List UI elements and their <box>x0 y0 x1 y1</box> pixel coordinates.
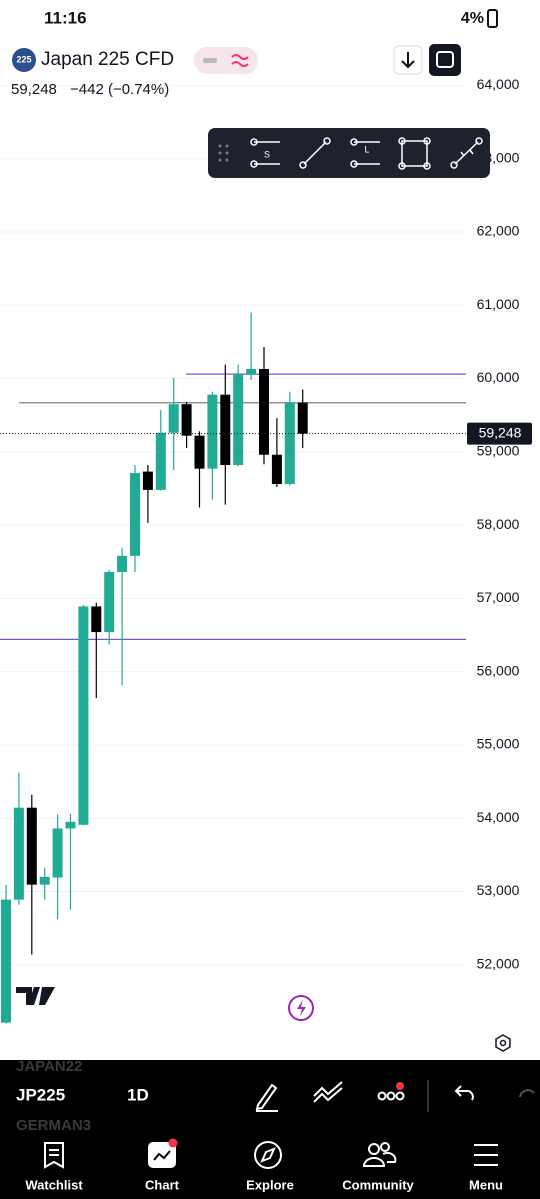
candle-body <box>91 606 102 633</box>
flash-icon <box>297 1000 306 1016</box>
tool-icons[interactable] <box>250 137 483 170</box>
tool-label: S <box>264 149 270 159</box>
candle-body <box>13 807 24 900</box>
settings-icon[interactable] <box>495 1034 511 1052</box>
candle-body <box>233 374 244 465</box>
nav-label[interactable]: Menu <box>469 1177 503 1192</box>
candle-body <box>271 454 282 485</box>
drag-handle <box>218 144 229 162</box>
y-tick-label: 54,000 <box>477 809 520 825</box>
candle-body <box>194 435 205 469</box>
y-tick-label: 52,000 <box>477 955 520 971</box>
candle-body <box>297 402 308 434</box>
candle-body <box>259 369 269 455</box>
candle-body <box>142 471 153 490</box>
status-dash <box>203 58 217 63</box>
battery-icon <box>487 9 498 28</box>
y-tick-label: 57,000 <box>477 589 520 605</box>
y-tick-label: 55,000 <box>477 736 520 752</box>
header-change: −442 (−0.74%) <box>70 81 169 98</box>
fullscreen-button[interactable] <box>429 44 461 76</box>
fullscreen-icon <box>436 51 454 68</box>
y-tick-label: 59,000 <box>477 443 520 459</box>
candle-body <box>39 876 50 885</box>
badge-text: 225 <box>16 54 31 64</box>
symbol-name[interactable]: Japan 225 CFD <box>41 49 174 70</box>
y-tick-label: 53,000 <box>477 882 520 898</box>
candle-body <box>181 404 192 436</box>
chart-icon-line <box>153 1150 171 1161</box>
candle-body <box>1 899 11 1023</box>
watermark-symbol: GERMAN3 <box>16 1117 91 1134</box>
header-price: 59,248 <box>11 81 57 98</box>
settings-dot <box>499 1039 507 1047</box>
candle-body <box>168 404 179 433</box>
candle-body <box>220 394 231 465</box>
status-time: 11:16 <box>44 8 87 27</box>
y-tick-label: 58,000 <box>477 516 520 532</box>
y-tick-label: 56,000 <box>477 662 520 678</box>
nav-label[interactable]: Explore <box>246 1177 294 1192</box>
nav-icons <box>44 1141 498 1169</box>
down-arrow <box>401 52 415 69</box>
notification-dot <box>168 1138 178 1148</box>
last-price-box <box>467 422 532 445</box>
plot: 52,000 53,000 54,000 55,000 56,000 57,000 58,0… <box>0 76 532 1024</box>
candle-body <box>207 394 218 469</box>
nav-label[interactable]: Watchlist <box>25 1177 83 1192</box>
candle-body <box>65 821 76 829</box>
y-tick-label: 61,000 <box>477 296 520 312</box>
drawing-toolbar <box>208 128 490 178</box>
y-tick-label: 62,000 <box>477 223 520 239</box>
status-battery: 4% <box>461 10 484 27</box>
candle-body <box>246 369 257 375</box>
bottom-interval[interactable]: 1D <box>127 1085 149 1104</box>
y-tick-label: 60,000 <box>477 369 520 385</box>
watermark-symbol: JAPAN22 <box>16 1058 82 1075</box>
flash-button[interactable] <box>288 995 314 1021</box>
candle-body <box>52 828 63 878</box>
market-status[interactable] <box>194 47 258 74</box>
candle-body <box>104 571 115 633</box>
status-wave <box>231 54 249 67</box>
symbol-badge <box>12 48 36 72</box>
last-price-label: 59,248 <box>479 424 522 440</box>
tool-label: L <box>364 144 369 154</box>
y-tick-label: 64,000 <box>477 76 520 92</box>
candle-body <box>26 807 37 885</box>
notification-dot <box>396 1082 404 1090</box>
nav-label[interactable]: Chart <box>145 1177 180 1192</box>
candle-body <box>155 432 166 490</box>
candle-body <box>78 606 89 825</box>
logo <box>16 987 55 1005</box>
candle-body <box>284 402 295 485</box>
bottom-tools[interactable] <box>255 1080 535 1112</box>
bottom-symbol[interactable]: JP225 <box>16 1085 65 1104</box>
nav-label[interactable]: Community <box>342 1177 414 1192</box>
candle-body <box>117 555 128 572</box>
candle-body <box>130 473 140 556</box>
